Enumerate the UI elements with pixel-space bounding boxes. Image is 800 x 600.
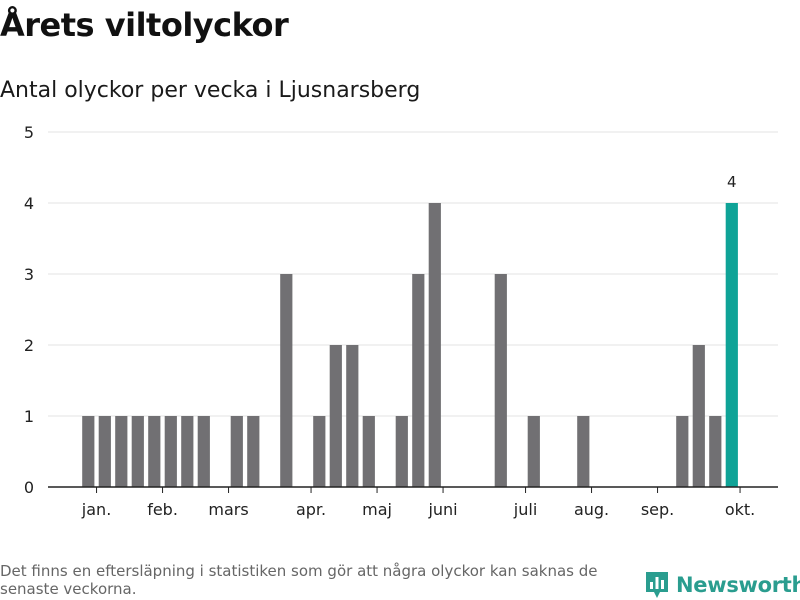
- brand-name: Newsworthy: [676, 573, 800, 597]
- bar: [676, 416, 689, 487]
- bar: [577, 416, 590, 487]
- x-tick-label: feb.: [147, 500, 178, 519]
- x-tick-label: jan.: [81, 500, 111, 519]
- bar: [148, 416, 161, 487]
- bar: [692, 345, 705, 487]
- bar: [197, 416, 210, 487]
- bar: [395, 416, 408, 487]
- chart-subtitle: Antal olyckor per vecka i Ljusnarsberg: [0, 78, 421, 103]
- x-tick-label: juli: [513, 500, 537, 519]
- bar: [131, 416, 144, 487]
- x-tick-label: aug.: [574, 500, 609, 519]
- bar: [280, 274, 293, 487]
- brand-logo: Newsworthy: [644, 570, 800, 600]
- y-tick-label: 3: [24, 265, 34, 284]
- page-title: Årets viltolyckor: [0, 6, 289, 44]
- bar: [428, 203, 441, 487]
- bar: [494, 274, 507, 487]
- y-tick-label: 0: [24, 478, 34, 497]
- x-tick-label: apr.: [296, 500, 326, 519]
- bar: [329, 345, 342, 487]
- bar: [527, 416, 540, 487]
- y-tick-label: 2: [24, 336, 34, 355]
- x-tick-label: juni: [427, 500, 457, 519]
- x-tick-label: maj: [362, 500, 392, 519]
- bar: [181, 416, 194, 487]
- bar: [82, 416, 95, 487]
- bar: [247, 416, 260, 487]
- x-tick-label: mars: [208, 500, 248, 519]
- bar: [362, 416, 375, 487]
- bar: [313, 416, 326, 487]
- bar-chart-bubble-icon: [646, 572, 668, 598]
- y-tick-label: 5: [24, 123, 34, 142]
- x-tick-label: sep.: [641, 500, 674, 519]
- y-tick-label: 1: [24, 407, 34, 426]
- bar: [346, 345, 359, 487]
- bar: [98, 416, 111, 487]
- y-tick-label: 4: [24, 194, 34, 213]
- bar: [230, 416, 243, 487]
- bar: [709, 416, 722, 487]
- x-tick-label: okt.: [725, 500, 755, 519]
- bar: [412, 274, 425, 487]
- bar: [164, 416, 177, 487]
- bar: [115, 416, 128, 487]
- data-label: 4: [727, 173, 737, 191]
- highlight-bar: [725, 203, 738, 487]
- footer-note: Det finns en eftersläpning i statistiken…: [0, 562, 598, 598]
